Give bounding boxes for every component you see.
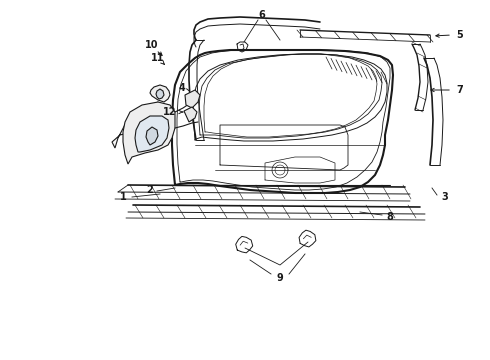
Text: 1: 1	[120, 192, 126, 202]
Text: 9: 9	[277, 273, 283, 283]
Text: 2: 2	[147, 185, 153, 195]
Polygon shape	[135, 116, 169, 152]
Text: 3: 3	[441, 192, 448, 202]
Polygon shape	[150, 85, 170, 102]
Text: 4: 4	[179, 83, 185, 93]
Text: 11: 11	[151, 53, 165, 63]
Polygon shape	[185, 90, 200, 108]
Polygon shape	[112, 102, 165, 148]
Text: 8: 8	[387, 212, 393, 222]
Text: 10: 10	[145, 40, 159, 50]
Text: 12: 12	[163, 107, 177, 117]
Text: 5: 5	[457, 30, 464, 40]
Text: 7: 7	[457, 85, 464, 95]
Text: 6: 6	[259, 10, 266, 20]
Polygon shape	[184, 107, 197, 122]
Polygon shape	[146, 127, 158, 145]
Polygon shape	[123, 102, 175, 164]
Polygon shape	[156, 89, 164, 99]
